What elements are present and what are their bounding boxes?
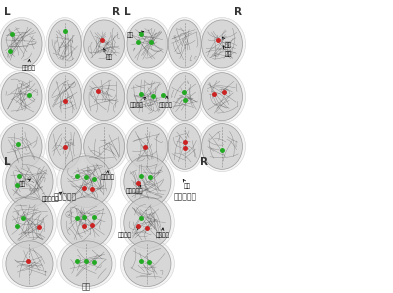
Ellipse shape [57,153,116,210]
Ellipse shape [1,20,42,68]
Text: 篩球: 篩球 [104,49,112,59]
Ellipse shape [124,241,171,287]
Ellipse shape [6,241,53,287]
Ellipse shape [202,20,242,68]
Ellipse shape [127,73,168,121]
Ellipse shape [120,153,174,210]
Text: 上前頭回: 上前頭回 [22,59,36,71]
Text: 脳梁切口: 脳梁切口 [159,96,173,108]
Ellipse shape [168,124,201,169]
Ellipse shape [57,239,116,289]
Text: 海馬体回: 海馬体回 [118,228,139,238]
Text: 対照: 対照 [82,283,91,292]
Text: 脳梁切口: 脳梁切口 [155,228,169,238]
Ellipse shape [48,20,81,68]
Text: 上前頭回: 上前頭回 [100,171,114,180]
Text: 篩球: 篩球 [223,46,232,57]
Ellipse shape [84,20,125,68]
Text: L: L [4,157,11,167]
Ellipse shape [61,197,112,248]
Ellipse shape [2,239,57,289]
Text: 齒回: 齒回 [183,180,191,188]
Ellipse shape [48,73,81,121]
Ellipse shape [127,124,168,169]
Ellipse shape [0,18,45,70]
Ellipse shape [81,121,128,172]
Ellipse shape [84,73,125,121]
Ellipse shape [6,197,53,248]
Ellipse shape [198,70,246,123]
Ellipse shape [124,70,171,123]
Ellipse shape [57,194,116,251]
Ellipse shape [127,20,168,68]
Ellipse shape [1,124,42,169]
Text: 扣回: 扣回 [19,179,31,187]
Ellipse shape [84,124,125,169]
Ellipse shape [46,121,84,172]
Text: 扣回: 扣回 [127,31,144,38]
Text: L: L [4,7,11,17]
Text: 帯状回皮質: 帯状回皮質 [126,185,143,194]
Text: 脳梁切除前: 脳梁切除前 [53,192,76,201]
Ellipse shape [81,18,128,70]
Ellipse shape [168,73,201,121]
Text: R: R [112,7,120,17]
Ellipse shape [198,121,246,172]
Ellipse shape [124,197,171,248]
Ellipse shape [124,121,171,172]
Ellipse shape [2,153,57,210]
Ellipse shape [2,194,57,251]
Ellipse shape [124,156,171,207]
Ellipse shape [6,156,53,207]
Ellipse shape [61,241,112,287]
Text: L: L [124,7,130,17]
Ellipse shape [168,20,201,68]
Ellipse shape [120,239,174,289]
Ellipse shape [166,18,204,70]
Text: R: R [234,7,242,17]
Ellipse shape [166,121,204,172]
Ellipse shape [124,18,171,70]
Text: 齒狀回皮質: 齒狀回皮質 [41,192,62,202]
Ellipse shape [1,73,42,121]
Ellipse shape [46,18,84,70]
Ellipse shape [0,70,45,123]
Ellipse shape [48,124,81,169]
Ellipse shape [0,121,45,172]
Ellipse shape [120,194,174,251]
Text: 脳梁切除後: 脳梁切除後 [173,192,196,201]
Text: 齒回: 齒回 [222,37,232,48]
Ellipse shape [81,70,128,123]
Ellipse shape [46,70,84,123]
Ellipse shape [61,156,112,207]
Ellipse shape [166,70,204,123]
Ellipse shape [198,18,246,70]
Text: 海馬体回: 海馬体回 [130,97,145,108]
Ellipse shape [202,124,242,169]
Ellipse shape [202,73,242,121]
Text: R: R [200,157,208,167]
